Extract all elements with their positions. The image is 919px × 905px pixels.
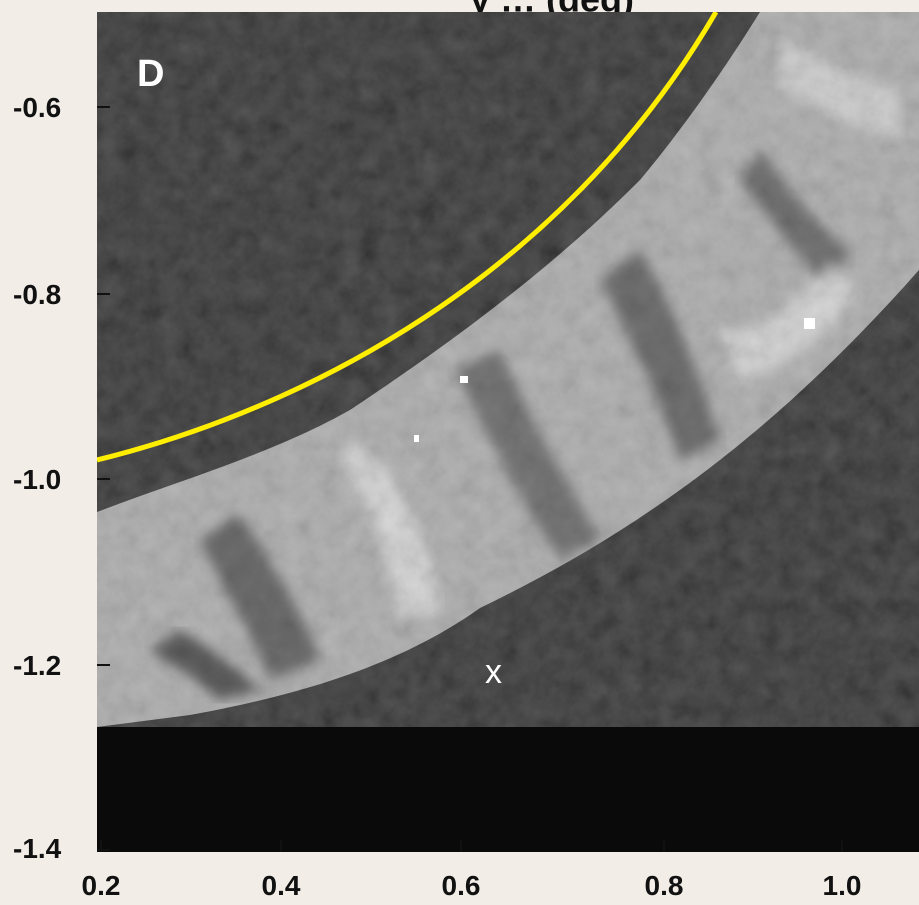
limb-curve bbox=[97, 12, 719, 463]
panel-label: D bbox=[137, 53, 164, 95]
y-tick-label: -1.2 bbox=[13, 650, 61, 681]
y-tick-label: -1.4 bbox=[13, 833, 62, 864]
x-tick-label: 0.8 bbox=[645, 870, 684, 901]
x-tick-label: 0.2 bbox=[82, 870, 121, 901]
x-tick-label: 0.4 bbox=[262, 870, 301, 901]
y-tick-label: -0.8 bbox=[13, 279, 61, 310]
image-band bbox=[97, 12, 919, 727]
y-tick-label: -0.6 bbox=[13, 92, 61, 123]
x-axis bbox=[100, 840, 843, 852]
x-tick-label: 1.0 bbox=[823, 870, 862, 901]
y-tick-label: -1.0 bbox=[13, 464, 61, 495]
y-axis bbox=[97, 106, 110, 851]
x-marker: x bbox=[485, 653, 502, 691]
x-tick-label: 0.6 bbox=[442, 870, 481, 901]
